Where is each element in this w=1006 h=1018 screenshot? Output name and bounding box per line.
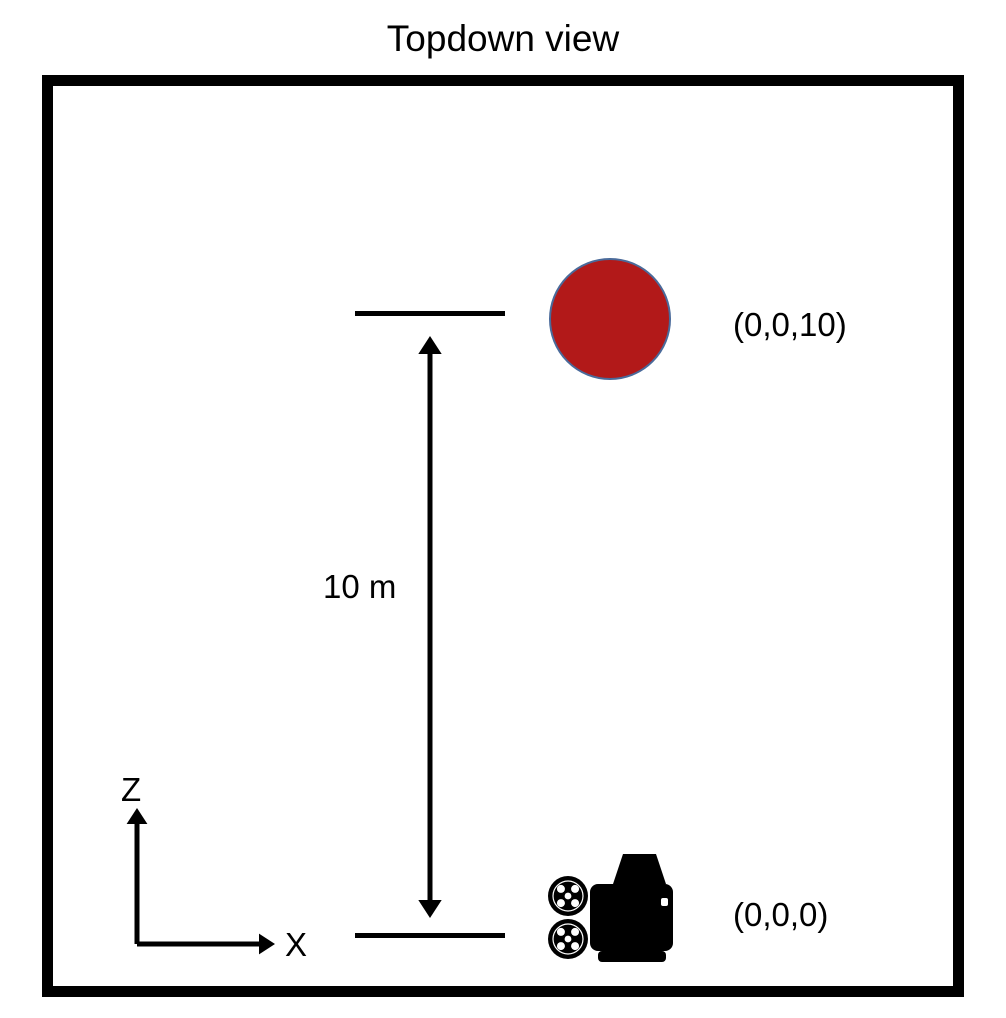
distance-value-label: 10 m <box>323 568 396 606</box>
distance-tick-top <box>355 311 505 316</box>
camera-icon <box>538 846 683 966</box>
z-axis-label: Z <box>121 771 141 809</box>
camera-coord-label: (0,0,0) <box>733 896 828 934</box>
diagram-title: Topdown view <box>0 18 1006 60</box>
distance-arrow <box>408 334 452 920</box>
sphere-coord-label: (0,0,10) <box>733 306 847 344</box>
sphere-marker <box>549 258 671 380</box>
x-axis-label: X <box>285 926 307 964</box>
distance-tick-bottom <box>355 933 505 938</box>
coordinate-axes <box>117 788 295 964</box>
diagram-frame: (0,0,10) 10 m (0,0,0) Z X <box>42 75 964 997</box>
